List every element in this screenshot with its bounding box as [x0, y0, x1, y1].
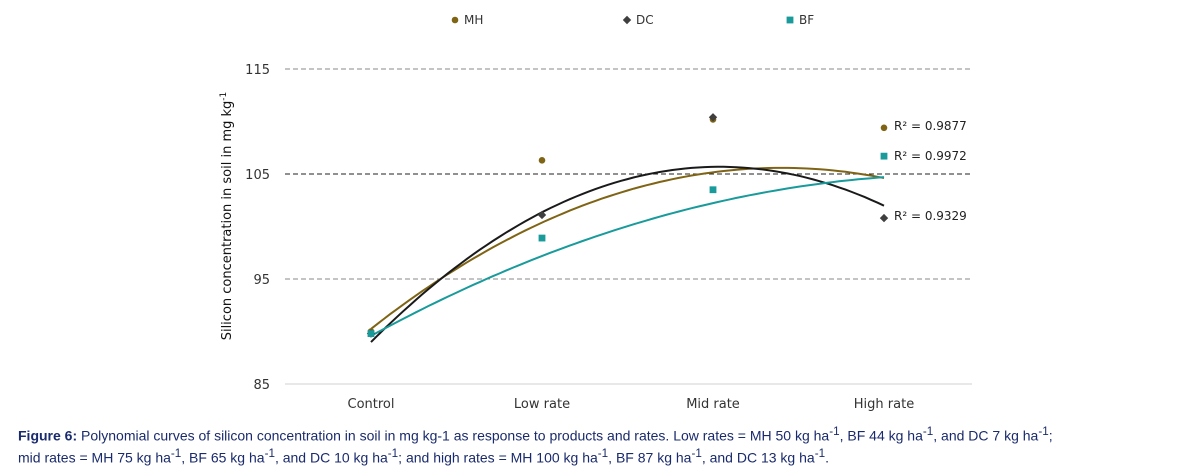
y-tick-label: 105	[245, 168, 270, 183]
legend-marker-mh	[451, 16, 459, 24]
data-point-bf	[367, 330, 375, 337]
legend-marker-dc	[622, 15, 632, 25]
legend: MH DC BF	[451, 13, 814, 27]
legend-marker-bf	[786, 16, 794, 24]
x-tick-label: Mid rate	[686, 397, 740, 412]
y-tick-label: 95	[253, 273, 270, 288]
data-point-bf	[709, 186, 717, 194]
legend-label-dc: DC	[636, 13, 654, 27]
x-tick-label: High rate	[854, 397, 914, 412]
data-point-dc	[708, 113, 718, 122]
data-point-dc	[879, 213, 889, 223]
trendline-bf	[370, 176, 885, 337]
trendline-dc	[370, 165, 885, 343]
y-axis-label: Silicon concentration in soil in mg kg-1	[219, 92, 235, 341]
data-points	[366, 113, 889, 338]
chart: MH DC BF 85 95 105 115 Control Low rate Mid rat…	[219, 13, 972, 412]
legend-label-mh: MH	[464, 13, 483, 27]
x-axis-tick-labels: Control Low rate Mid rate High rate	[348, 397, 915, 412]
y-tick-label: 115	[245, 63, 270, 78]
r2-label-mh: R² = 0.9877	[894, 119, 967, 133]
data-point-bf	[880, 152, 888, 160]
data-point-dc	[537, 210, 547, 220]
r2-label-dc: R² = 0.9329	[894, 209, 967, 223]
legend-label-bf: BF	[799, 13, 814, 27]
y-tick-label: 85	[253, 378, 270, 393]
trendlines	[370, 165, 885, 343]
r-squared-labels: R² = 0.9877 R² = 0.9329 R² = 0.9972	[894, 119, 967, 223]
x-tick-label: Low rate	[514, 397, 570, 412]
data-point-bf	[538, 234, 546, 242]
x-tick-label: Control	[348, 397, 395, 412]
caption-label: Figure 6:	[18, 427, 78, 444]
figure-caption: Figure 6: Polynomial curves of silicon c…	[18, 425, 1053, 466]
r2-label-bf: R² = 0.9972	[894, 149, 967, 163]
y-axis-tick-labels: 85 95 105 115	[245, 63, 270, 393]
trendline-mh	[370, 166, 885, 330]
data-point-mh	[880, 124, 888, 132]
data-point-mh	[538, 157, 546, 164]
